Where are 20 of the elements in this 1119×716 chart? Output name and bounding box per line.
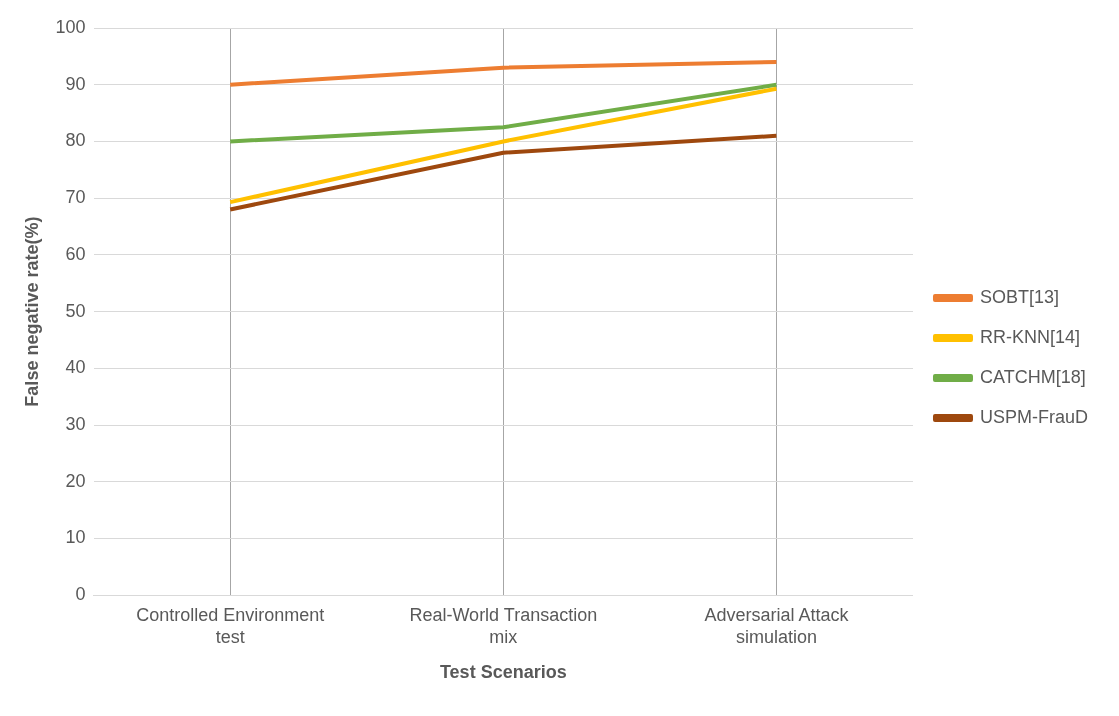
y-tick-label: 100: [55, 16, 86, 37]
x-tick-label: Controlled Environment test: [136, 604, 325, 647]
y-tick-label: 70: [65, 187, 86, 208]
legend-label: RR-KNN[14]: [979, 326, 1081, 347]
y-tick-label: 80: [65, 130, 86, 151]
y-tick-label: 90: [65, 73, 86, 94]
legend-label: SOBT[13]: [979, 286, 1060, 307]
x-tick-label: Adversarial Attack simulation: [704, 604, 850, 647]
x-axis-title: Test Scenarios: [439, 662, 567, 683]
legend-label: USPM-FrauD: [979, 406, 1089, 427]
y-tick-label: 20: [65, 470, 86, 491]
x-tick-label: Real-World Transaction mix: [409, 604, 598, 647]
y-tick-label: 10: [65, 527, 86, 548]
y-tick-label: 0: [75, 584, 86, 605]
y-tick-label: 60: [65, 243, 86, 264]
y-axis-title: False negative rate(%): [21, 216, 42, 407]
y-tick-label: 40: [65, 357, 86, 378]
legend-label: CATCHM[18]: [979, 366, 1086, 387]
y-tick-label: 30: [65, 414, 86, 435]
y-tick-label: 50: [65, 300, 86, 321]
